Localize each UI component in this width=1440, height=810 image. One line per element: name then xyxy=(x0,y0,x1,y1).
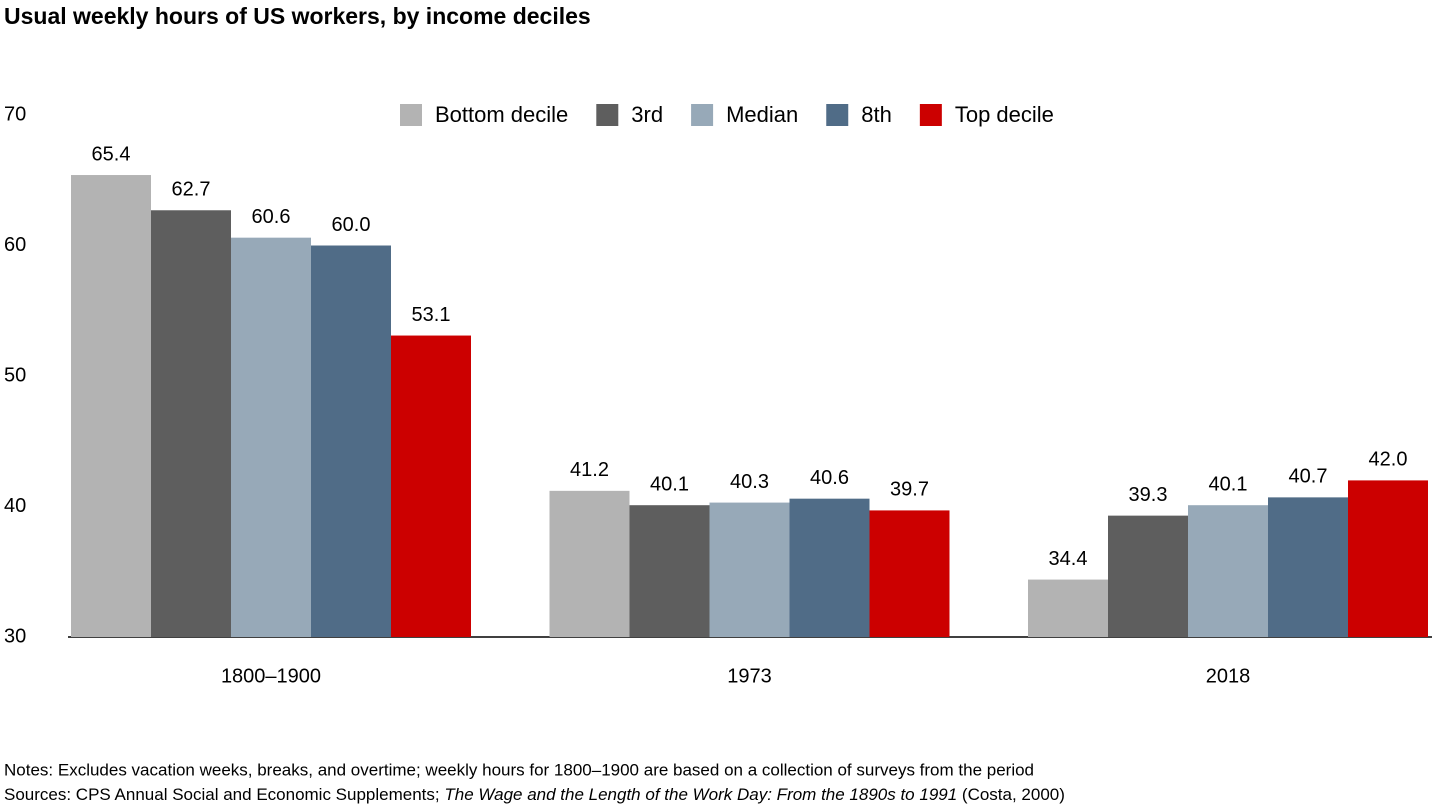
value-label: 41.2 xyxy=(570,459,609,481)
legend-label: Bottom decile xyxy=(435,102,568,127)
value-label: 65.4 xyxy=(92,143,131,165)
value-label: 42.0 xyxy=(1369,449,1408,471)
legend-swatch xyxy=(691,104,714,126)
bar xyxy=(151,210,231,637)
bar xyxy=(1188,505,1268,637)
y-tick-label: 60 xyxy=(4,234,26,256)
legend-swatch xyxy=(400,104,422,126)
x-tick-label: 1973 xyxy=(727,665,772,687)
value-label: 60.6 xyxy=(252,206,291,228)
chart-title: Usual weekly hours of US workers, by inc… xyxy=(4,3,591,29)
x-tick-label: 1800–1900 xyxy=(221,665,321,687)
legend-swatch xyxy=(596,104,619,126)
sources: Sources: CPS Annual Social and Economic … xyxy=(4,785,1065,804)
bar xyxy=(231,237,311,638)
bar xyxy=(789,498,870,637)
y-tick-label: 50 xyxy=(4,364,26,386)
y-tick-label: 70 xyxy=(4,103,26,125)
legend-swatch xyxy=(826,104,849,126)
bar xyxy=(1268,497,1348,637)
sources-text: (Costa, 2000) xyxy=(957,785,1065,804)
bar xyxy=(71,175,151,637)
sources-title: The Wage and the Length of the Work Day:… xyxy=(444,785,957,804)
sources-text: Sources: CPS Annual Social and Economic … xyxy=(4,785,444,804)
value-label: 40.7 xyxy=(1289,466,1328,488)
value-label: 34.4 xyxy=(1049,548,1088,570)
bar xyxy=(1348,480,1428,637)
legend-label: Median xyxy=(726,102,798,127)
y-tick-label: 40 xyxy=(4,495,26,517)
value-label: 40.1 xyxy=(650,473,689,495)
value-label: 40.1 xyxy=(1209,473,1248,495)
bar xyxy=(549,490,630,637)
bar xyxy=(629,505,710,637)
bar xyxy=(311,245,391,637)
x-tick-label: 2018 xyxy=(1206,665,1251,687)
value-label: 40.6 xyxy=(810,467,849,489)
bar xyxy=(709,502,790,637)
y-tick-label: 30 xyxy=(4,625,26,647)
value-label: 39.7 xyxy=(890,479,929,501)
bar xyxy=(869,510,950,637)
legend-label: 8th xyxy=(861,102,892,127)
value-label: 60.0 xyxy=(332,214,371,236)
legend-label: 3rd xyxy=(631,102,663,127)
value-label: 62.7 xyxy=(172,179,211,201)
bar xyxy=(1108,515,1188,637)
notes: Notes: Excludes vacation weeks, breaks, … xyxy=(4,760,1034,779)
legend-swatch xyxy=(919,104,942,126)
bar xyxy=(391,335,471,637)
value-label: 53.1 xyxy=(412,304,451,326)
bar xyxy=(1028,579,1108,637)
value-label: 39.3 xyxy=(1129,484,1168,506)
value-label: 40.3 xyxy=(730,471,769,493)
legend-label: Top decile xyxy=(955,102,1054,127)
